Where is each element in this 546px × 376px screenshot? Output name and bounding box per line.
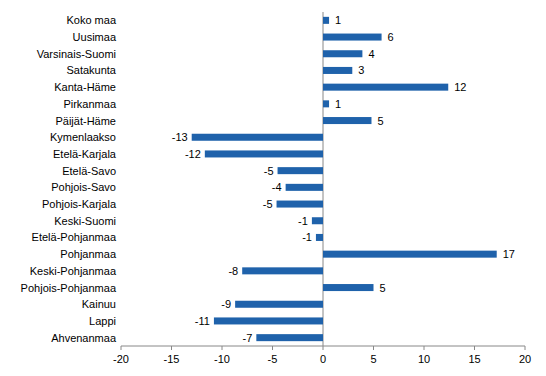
- x-tick: [171, 346, 172, 350]
- x-tick-label: 20: [519, 353, 531, 365]
- x-tick: [474, 346, 475, 350]
- bar: [323, 50, 362, 57]
- data-label: -5: [264, 165, 274, 177]
- bar: [323, 284, 374, 291]
- data-label: -1: [302, 231, 312, 243]
- category-label: Uusimaa: [73, 31, 117, 43]
- category-label: Pohjois-Pohjanmaa: [21, 282, 117, 294]
- bar: [323, 117, 371, 124]
- data-label: -13: [172, 131, 188, 143]
- x-tick-label: 5: [370, 353, 376, 365]
- data-label: 3: [358, 64, 364, 76]
- data-label: 4: [368, 48, 374, 60]
- category-label: Keski-Suomi: [54, 215, 116, 227]
- bars: [192, 17, 497, 341]
- category-label: Pohjois-Karjala: [42, 198, 117, 210]
- category-label: Lappi: [89, 315, 116, 327]
- x-tick-label: 15: [468, 353, 480, 365]
- category-label: Keski-Pohjanmaa: [30, 265, 117, 277]
- data-label: -11: [195, 315, 210, 327]
- bar: [316, 234, 323, 241]
- bar: [323, 84, 448, 91]
- x-tick-label: -15: [164, 353, 180, 365]
- data-label: 6: [388, 31, 394, 43]
- data-label: 1: [335, 98, 341, 110]
- bar: [323, 67, 352, 74]
- x-tick: [323, 346, 324, 350]
- x-tick: [121, 346, 122, 350]
- data-label: -12: [185, 148, 201, 160]
- bar: [256, 334, 323, 341]
- data-label: -5: [263, 198, 273, 210]
- data-label: 1: [335, 14, 341, 26]
- bar: [286, 184, 323, 191]
- category-label: Kanta-Häme: [54, 81, 116, 93]
- category-label: Etelä-Savo: [62, 165, 116, 177]
- category-label: Päijät-Häme: [55, 115, 116, 127]
- x-tick-label: 10: [418, 353, 430, 365]
- x-tick: [222, 346, 223, 350]
- x-tick: [272, 346, 273, 350]
- x-tick-label: -5: [268, 353, 278, 365]
- bar: [323, 17, 329, 24]
- bar: [277, 201, 323, 208]
- category-label: Pirkanmaa: [63, 98, 116, 110]
- category-label: Koko maa: [66, 14, 116, 26]
- category-label: Kainuu: [82, 298, 116, 310]
- category-label: Etelä-Karjala: [53, 148, 117, 160]
- bar: [235, 301, 323, 308]
- data-label: 5: [380, 282, 386, 294]
- data-label: -4: [272, 181, 282, 193]
- zero-axis: [323, 12, 324, 346]
- category-label: Pohjanmaa: [60, 248, 117, 260]
- category-label: Kymenlaakso: [50, 131, 116, 143]
- category-label: Varsinais-Suomi: [37, 48, 116, 60]
- x-tick-label: 0: [320, 353, 326, 365]
- category-label: Ahvenanmaa: [51, 332, 117, 344]
- x-tick-label: -20: [113, 353, 129, 365]
- data-label: 17: [503, 248, 515, 260]
- data-label: -9: [221, 298, 231, 310]
- bar: [278, 167, 323, 174]
- bar: [214, 317, 323, 324]
- category-label: Satakunta: [66, 64, 116, 76]
- bar: [323, 34, 382, 41]
- x-tick: [373, 346, 374, 350]
- data-label: 12: [454, 81, 466, 93]
- category-label: Pohjois-Savo: [51, 181, 116, 193]
- bar: [192, 134, 323, 141]
- x-tick-label: -10: [214, 353, 230, 365]
- x-tick: [424, 346, 425, 350]
- data-label: -8: [228, 265, 238, 277]
- data-label: -1: [298, 215, 308, 227]
- data-label: 5: [377, 115, 383, 127]
- bar: [242, 267, 323, 274]
- data-label: -7: [243, 332, 253, 344]
- bar: [312, 217, 323, 224]
- category-label: Etelä-Pohjanmaa: [32, 231, 117, 243]
- bar: [205, 150, 323, 157]
- bar: [323, 251, 497, 258]
- chart: -20-15-10-505101520Koko maaUusimaaVarsin…: [0, 0, 546, 376]
- x-tick: [525, 346, 526, 350]
- bar: [323, 100, 329, 107]
